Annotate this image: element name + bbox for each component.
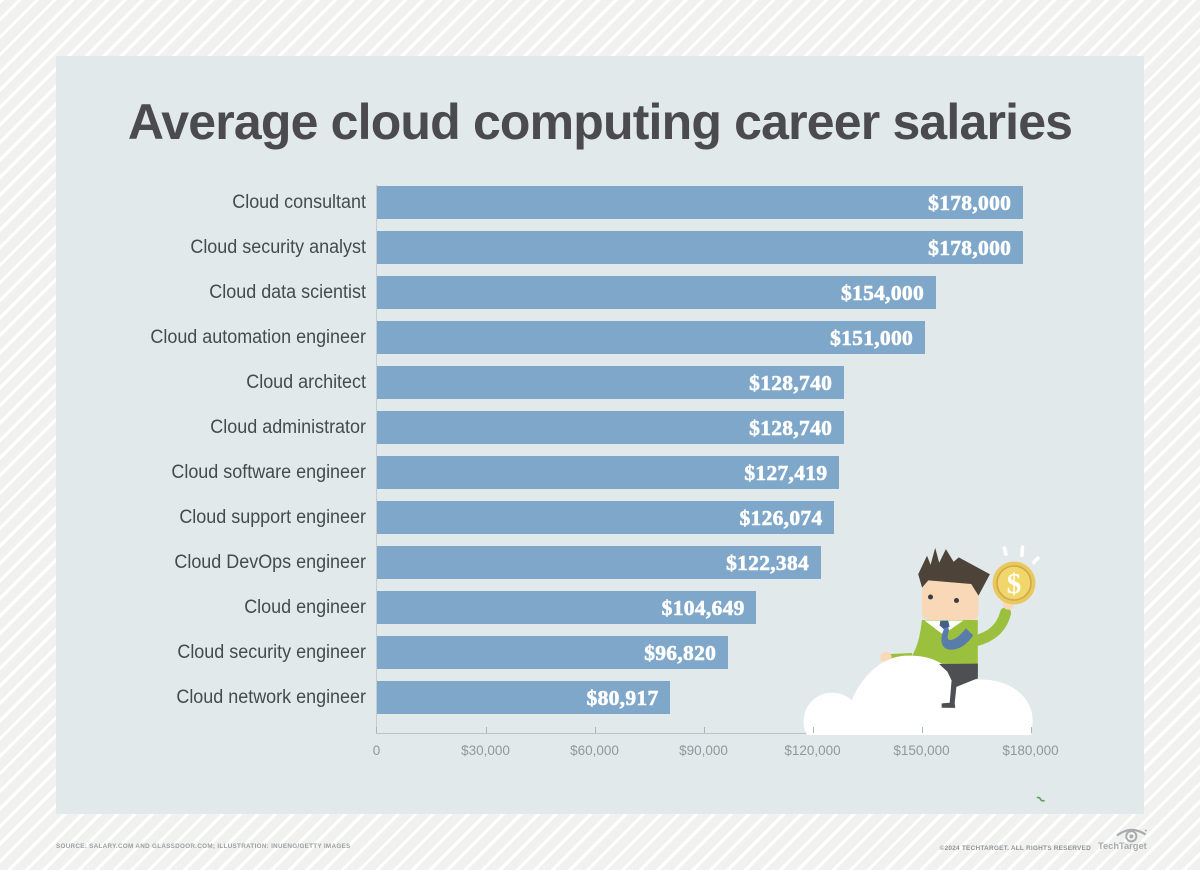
- svg-text:$: $: [1007, 568, 1022, 600]
